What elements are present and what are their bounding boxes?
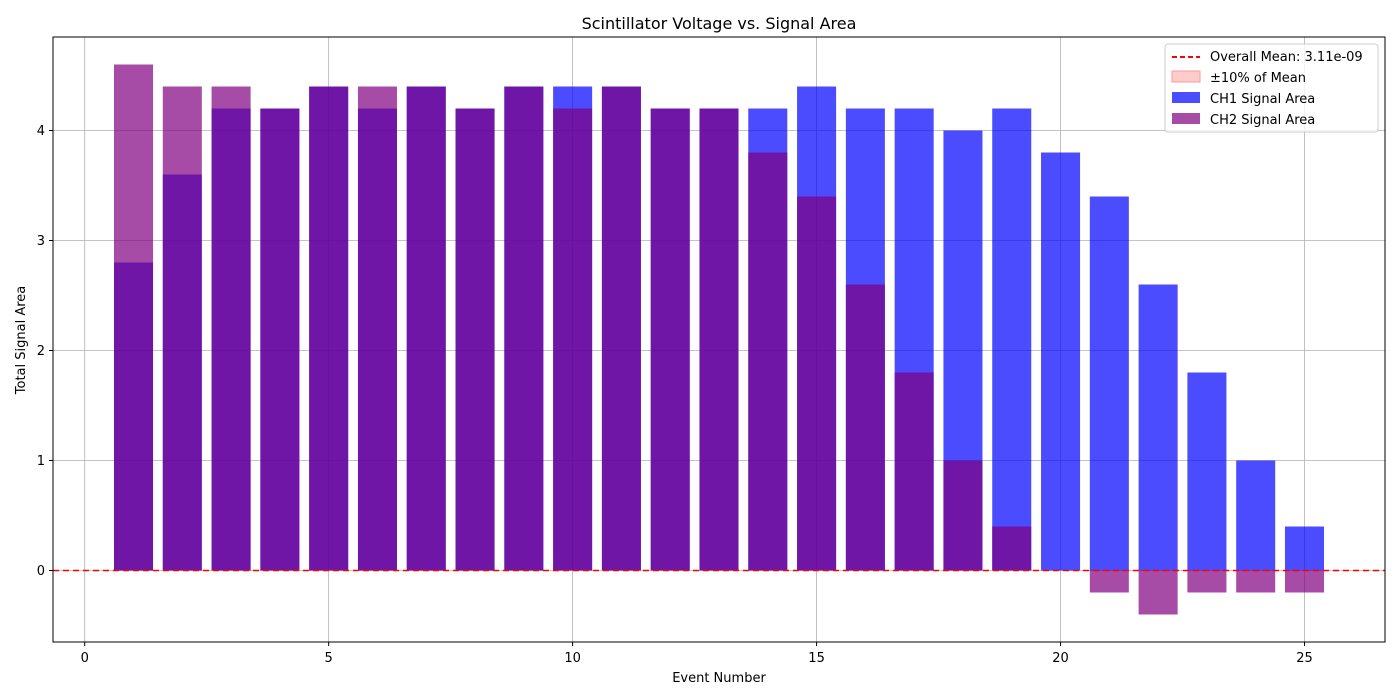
ch2-bar [260, 108, 300, 571]
x-tick-label: 0 [81, 651, 89, 666]
legend-mean-label: Overall Mean: 3.11e-09 [1210, 50, 1363, 65]
ch2-bar [1236, 570, 1276, 593]
ch2-bar [1187, 570, 1227, 593]
legend-box [1164, 43, 1379, 133]
legend-ch2-swatch [1172, 113, 1200, 124]
plot-frame [52, 36, 1386, 643]
x-tick-label: 15 [808, 651, 825, 666]
ch1-bar [1138, 284, 1178, 571]
ch2-bar [1089, 570, 1129, 593]
ch2-bar [406, 86, 446, 571]
legend-ch1-label: CH1 Signal Area [1210, 92, 1315, 107]
legend: Overall Mean: 3.11e-09 ±10% of Mean CH1 … [1164, 43, 1379, 133]
legend-band-label: ±10% of Mean [1210, 71, 1306, 86]
legend-ch2-label: CH2 Signal Area [1210, 113, 1315, 128]
ch2-bar [162, 86, 202, 571]
ch1-bar [1187, 372, 1227, 571]
ch2-bar [797, 196, 837, 571]
ch1-bar [1089, 196, 1129, 571]
ch2-bar [650, 108, 690, 571]
ch2-bar [553, 108, 593, 571]
ch2-bar [1138, 570, 1178, 615]
ch2-bar [943, 460, 983, 571]
y-axis-label: Total Signal Area [14, 286, 29, 395]
ch2-bar [992, 526, 1032, 571]
x-axis-ticks: 0 5 10 15 20 25 [81, 642, 1313, 666]
ch2-bar [748, 152, 788, 571]
y-tick-label: 4 [37, 124, 45, 139]
legend-ch1-swatch [1172, 92, 1200, 103]
x-axis-label: Event Number [672, 671, 766, 686]
ch1-bar [1284, 526, 1325, 571]
chart-title: Scintillator Voltage vs. Signal Area [582, 14, 857, 33]
ch2-bar [504, 86, 544, 571]
ch2-bar [211, 86, 251, 571]
x-tick-label: 20 [1052, 651, 1069, 666]
y-tick-label: 3 [37, 234, 45, 249]
ch2-bar [845, 284, 885, 571]
ch1-bar [992, 108, 1032, 571]
legend-band-swatch [1171, 70, 1201, 83]
y-tick-label: 2 [37, 344, 45, 359]
ch2-bar [699, 108, 739, 571]
ch2-bar [455, 108, 495, 571]
ch2-bar [113, 64, 154, 571]
ch2-bar [309, 86, 349, 571]
x-tick-label: 5 [325, 651, 333, 666]
y-tick-label: 1 [37, 454, 45, 469]
y-tick-label: 0 [37, 564, 45, 579]
ch2-bar [1284, 570, 1325, 593]
bars-group [113, 64, 1325, 615]
ch2-bar [894, 372, 934, 571]
x-tick-label: 25 [1296, 651, 1313, 666]
ch1-bar [1236, 460, 1276, 571]
ch2-bar [601, 86, 641, 571]
y-axis-ticks: 0 1 2 3 4 [37, 124, 53, 579]
ch1-bar [1041, 152, 1081, 571]
ch2-bar [357, 86, 397, 571]
x-tick-label: 10 [564, 651, 581, 666]
